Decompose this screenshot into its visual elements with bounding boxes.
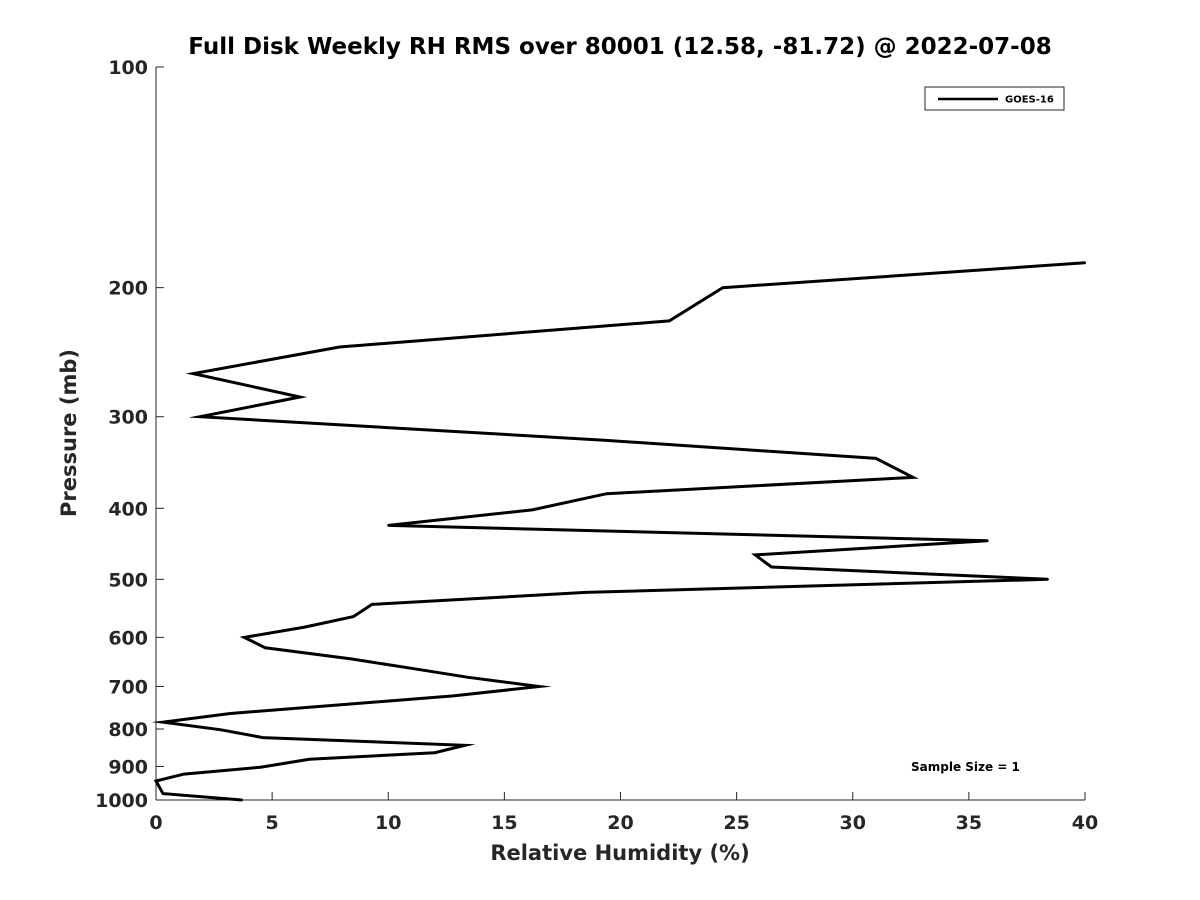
data-point: [770, 565, 773, 569]
x-ticks: 0 5 10 15 20 25 30 35 40: [149, 792, 1098, 834]
data-point: [370, 603, 374, 606]
data-point: [352, 615, 355, 618]
data-point: [161, 720, 165, 724]
data-point: [219, 728, 223, 731]
data-point: [584, 591, 587, 594]
data-point: [531, 508, 534, 512]
series-layer: [151, 261, 1087, 802]
data-point: [192, 372, 195, 375]
data-point: [433, 751, 436, 754]
y-tick-label: 100: [108, 57, 148, 79]
data-point: [1083, 261, 1087, 264]
data-point: [182, 772, 186, 776]
data-point: [538, 685, 541, 688]
data-point: [261, 736, 264, 739]
data-point: [412, 667, 415, 670]
x-tick-label: 0: [149, 812, 162, 834]
data-point: [668, 319, 671, 323]
data-point: [721, 286, 724, 289]
data-point: [1046, 578, 1050, 581]
x-tick-label: 20: [607, 812, 633, 834]
data-point: [874, 457, 878, 460]
data-point: [259, 766, 262, 769]
data-point: [754, 553, 757, 557]
y-tick-label: 300: [108, 407, 148, 429]
y-tick-label: 500: [108, 569, 148, 591]
data-point: [264, 646, 267, 649]
x-axis-label: Relative Humidity (%): [490, 841, 749, 865]
data-point: [298, 395, 302, 399]
x-tick-label: 15: [491, 812, 517, 834]
data-point: [605, 492, 608, 495]
data-point: [338, 345, 341, 349]
x-tick-label: 10: [375, 812, 401, 834]
y-tick-label: 700: [108, 676, 148, 698]
data-point: [308, 758, 311, 761]
y-ticks: 100 200 300 400 500 600 700 800 900 1000: [95, 57, 164, 812]
data-point: [229, 712, 232, 715]
y-tick-label: 600: [108, 627, 148, 649]
y-tick-label: 800: [108, 719, 148, 741]
x-tick-label: 25: [723, 812, 749, 834]
data-point: [466, 676, 469, 679]
y-tick-label: 900: [108, 756, 148, 778]
data-point: [911, 476, 915, 479]
data-point: [603, 439, 606, 442]
data-point: [240, 798, 244, 802]
data-point: [986, 539, 989, 542]
data-point: [198, 415, 202, 418]
data-point: [161, 792, 165, 795]
x-tick-label: 35: [956, 812, 982, 834]
sample-size-annotation: Sample Size = 1: [911, 760, 1020, 774]
y-axis-label: Pressure (mb): [57, 349, 81, 517]
series-line-goes-16: [151, 261, 1086, 802]
x-tick-label: 5: [266, 812, 279, 834]
y-tick-label: 400: [108, 498, 148, 520]
data-point: [349, 657, 353, 661]
y-tick-label: 1000: [95, 790, 148, 812]
legend-label-goes-16: GOES-16: [1005, 95, 1054, 106]
x-tick-label: 40: [1072, 812, 1098, 834]
legend: GOES-16: [924, 86, 1065, 111]
x-tick-label: 30: [840, 812, 866, 834]
data-point: [463, 744, 467, 747]
data-point: [243, 636, 246, 639]
data-point: [154, 779, 158, 783]
data-point: [303, 625, 306, 629]
chart-title: Full Disk Weekly RH RMS over 80001 (12.5…: [188, 34, 1051, 60]
y-tick-label: 200: [108, 278, 148, 300]
data-point: [387, 524, 390, 527]
data-point: [452, 694, 455, 698]
